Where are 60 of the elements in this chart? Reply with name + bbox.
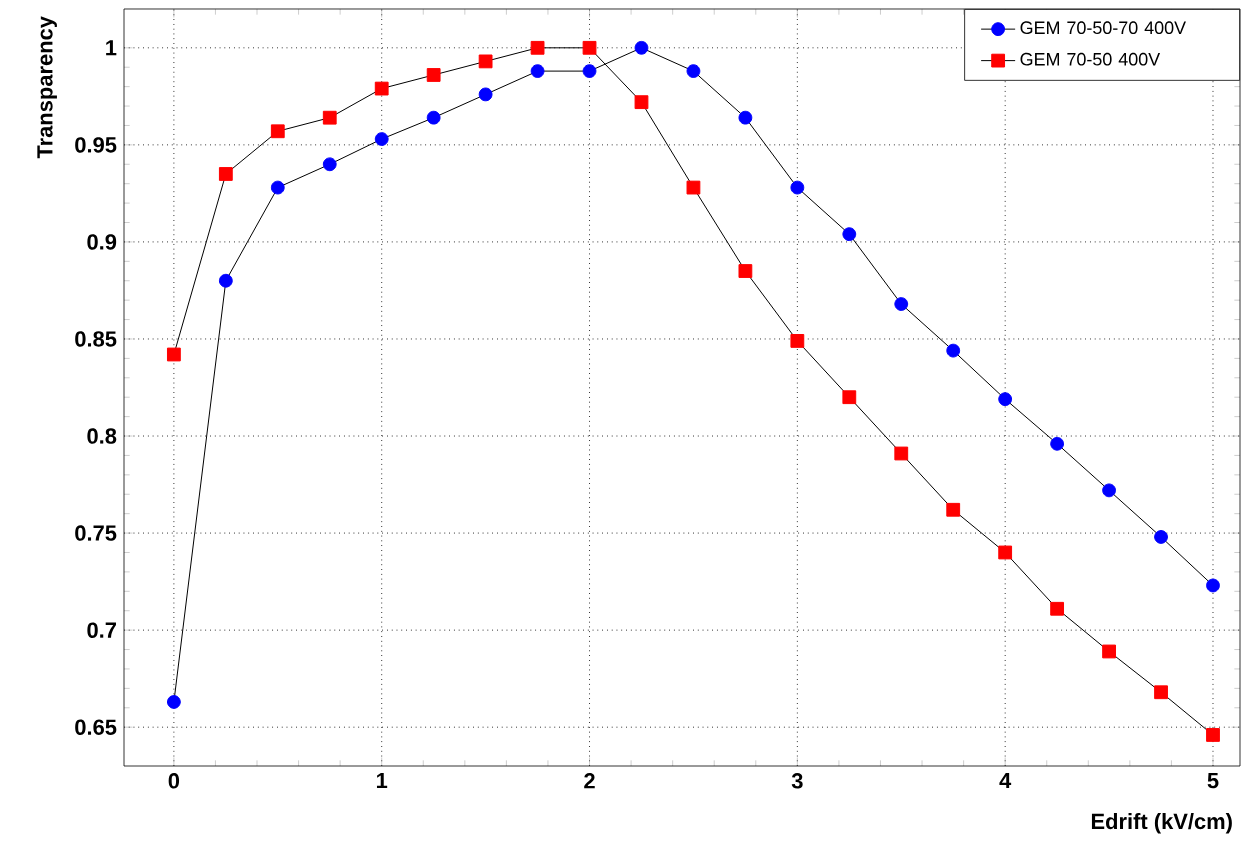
point bbox=[218, 167, 233, 181]
point bbox=[842, 227, 857, 242]
point bbox=[634, 40, 649, 55]
y-tick-label: 0.9 bbox=[87, 234, 117, 250]
point bbox=[270, 180, 285, 195]
point bbox=[946, 343, 961, 358]
y-tick-label: 0.85 bbox=[75, 331, 117, 347]
x-tick-label: 0 bbox=[168, 773, 180, 789]
legend-label: GEM 70-50-70 400V bbox=[1020, 21, 1186, 35]
point bbox=[530, 64, 545, 79]
point bbox=[582, 40, 597, 55]
point bbox=[478, 87, 493, 102]
point bbox=[1154, 685, 1168, 700]
point bbox=[218, 273, 233, 288]
point bbox=[166, 695, 181, 709]
point bbox=[1206, 578, 1220, 593]
point bbox=[582, 64, 597, 79]
x-tick-label: 4 bbox=[999, 773, 1012, 789]
point bbox=[894, 446, 909, 461]
point bbox=[1050, 601, 1065, 616]
y-tick-label: 0.65 bbox=[75, 719, 117, 735]
x-axis-title: Edrift (kV/cm) bbox=[1091, 813, 1232, 834]
point bbox=[998, 392, 1013, 407]
point bbox=[478, 54, 493, 69]
x-tick-label: 3 bbox=[791, 773, 803, 789]
point bbox=[374, 132, 389, 146]
point bbox=[738, 110, 753, 125]
point bbox=[374, 81, 389, 96]
point bbox=[790, 180, 805, 195]
point bbox=[686, 180, 701, 195]
y-tick-label: 1 bbox=[106, 40, 117, 56]
point bbox=[790, 334, 805, 348]
y-tick-label: 0.75 bbox=[75, 525, 117, 541]
y-tick-label: 0.8 bbox=[87, 428, 117, 444]
point bbox=[1102, 483, 1116, 498]
x-tick-label: 1 bbox=[376, 773, 388, 789]
point bbox=[426, 110, 441, 125]
point bbox=[322, 110, 337, 125]
x-tick-label: 5 bbox=[1207, 773, 1219, 789]
point bbox=[894, 297, 909, 311]
y-axis-title: Transparency bbox=[37, 16, 57, 159]
point bbox=[270, 124, 285, 139]
point bbox=[738, 264, 753, 278]
x-tick-label: 2 bbox=[584, 773, 595, 789]
point bbox=[842, 390, 857, 405]
point bbox=[426, 68, 441, 82]
point bbox=[634, 95, 649, 110]
legend-label: GEM 70-50 400V bbox=[1020, 52, 1161, 66]
point bbox=[1206, 728, 1220, 742]
y-tick-label: 0.95 bbox=[75, 137, 117, 153]
point bbox=[946, 502, 961, 517]
point bbox=[686, 64, 701, 79]
point bbox=[998, 545, 1013, 560]
y-tick-label: 0.7 bbox=[87, 622, 116, 638]
point bbox=[530, 40, 545, 55]
point bbox=[166, 347, 181, 362]
point bbox=[1102, 644, 1116, 659]
point bbox=[322, 157, 337, 172]
point bbox=[1050, 436, 1065, 451]
point bbox=[1154, 530, 1168, 544]
